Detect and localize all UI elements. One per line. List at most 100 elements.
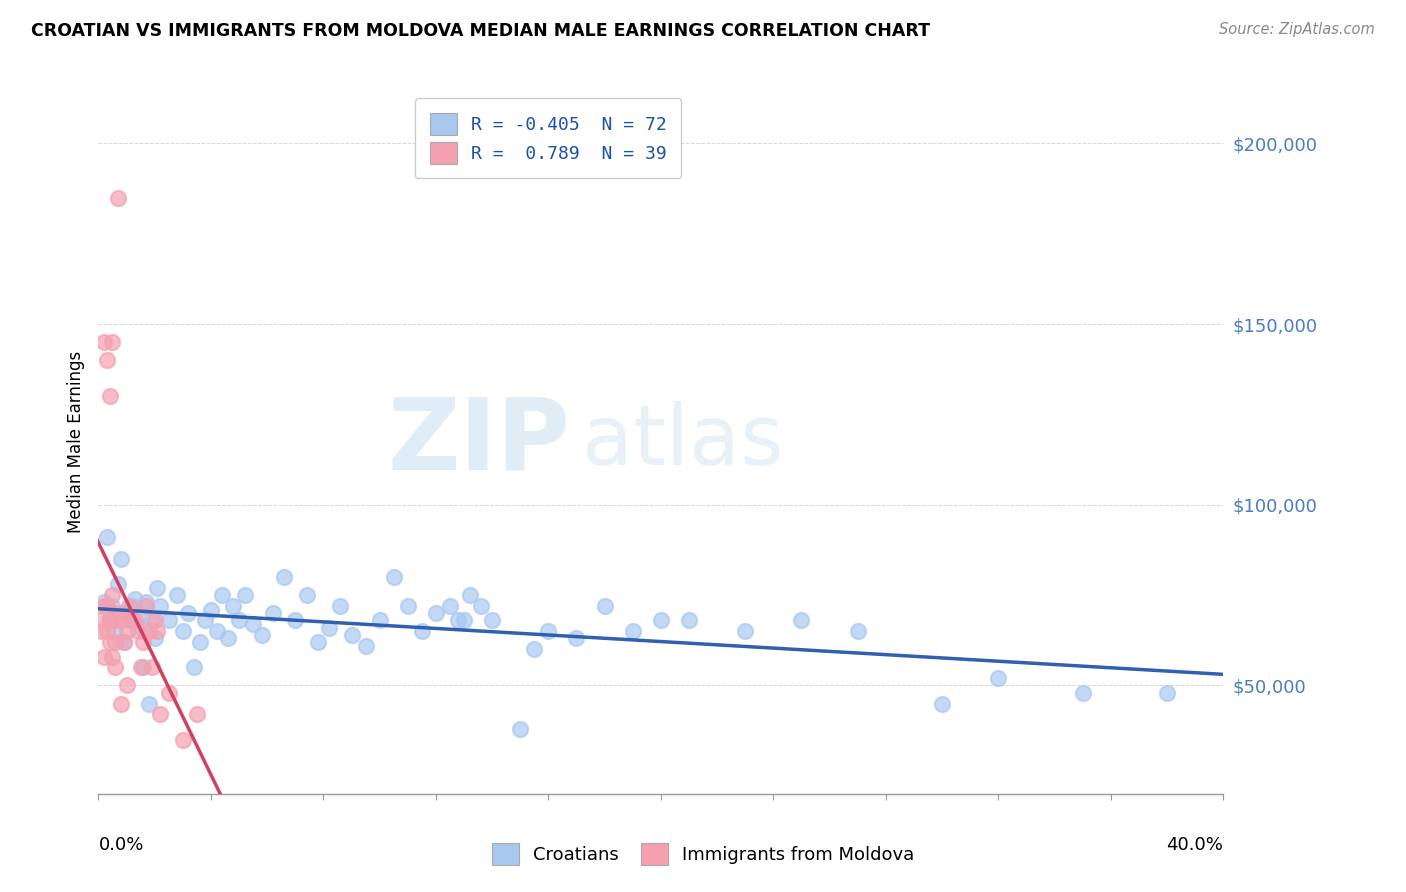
Point <box>183 660 205 674</box>
Point <box>127 609 149 624</box>
Point <box>650 614 672 628</box>
Point <box>93 595 115 609</box>
Text: Source: ZipAtlas.com: Source: ZipAtlas.com <box>1219 22 1375 37</box>
Text: ZIP: ZIP <box>388 393 571 490</box>
Point <box>98 389 121 403</box>
Point <box>149 707 172 722</box>
Point <box>115 624 138 639</box>
Point <box>135 595 157 609</box>
Point <box>439 599 461 613</box>
Point <box>790 614 813 628</box>
Y-axis label: Median Male Earnings: Median Male Earnings <box>66 351 84 533</box>
Point <box>124 591 146 606</box>
Point <box>115 678 138 692</box>
Point <box>621 624 644 639</box>
Text: CROATIAN VS IMMIGRANTS FROM MOLDOVA MEDIAN MALE EARNINGS CORRELATION CHART: CROATIAN VS IMMIGRANTS FROM MOLDOVA MEDI… <box>31 22 929 40</box>
Point <box>368 614 391 628</box>
Point <box>222 599 245 613</box>
Point <box>98 635 121 649</box>
Point <box>110 552 132 566</box>
Point <box>141 614 163 628</box>
Point <box>129 660 152 674</box>
Point <box>523 642 546 657</box>
Point <box>93 335 115 350</box>
Point <box>233 588 256 602</box>
Point <box>273 570 295 584</box>
Point <box>205 624 228 639</box>
Point <box>143 632 166 646</box>
Point <box>104 635 127 649</box>
Point <box>107 191 129 205</box>
Point <box>132 635 155 649</box>
Point <box>143 614 166 628</box>
Point <box>138 697 160 711</box>
Point <box>211 588 233 602</box>
Point <box>104 614 127 628</box>
Point <box>217 632 239 646</box>
Point <box>157 614 180 628</box>
Point <box>104 660 127 674</box>
Point <box>846 624 869 639</box>
Point <box>307 635 329 649</box>
Text: atlas: atlas <box>582 401 783 482</box>
Point <box>110 614 132 628</box>
Point <box>110 697 132 711</box>
Point <box>188 635 211 649</box>
Text: 0.0%: 0.0% <box>98 836 143 855</box>
Point <box>509 722 531 736</box>
Point <box>411 624 433 639</box>
Point <box>101 599 124 613</box>
Point <box>318 621 340 635</box>
Point <box>115 606 138 620</box>
Point <box>146 624 169 639</box>
Point <box>1071 686 1094 700</box>
Point <box>177 606 200 620</box>
Point <box>458 588 481 602</box>
Point <box>250 628 273 642</box>
Point <box>101 649 124 664</box>
Point <box>242 617 264 632</box>
Point <box>132 660 155 674</box>
Point <box>172 732 194 747</box>
Point <box>228 614 250 628</box>
Point <box>146 581 169 595</box>
Point <box>678 614 700 628</box>
Point <box>90 624 112 639</box>
Legend: Croatians, Immigrants from Moldova: Croatians, Immigrants from Moldova <box>482 834 924 874</box>
Point <box>340 628 363 642</box>
Point <box>354 639 377 653</box>
Point <box>157 686 180 700</box>
Point <box>987 671 1010 685</box>
Point <box>118 599 141 613</box>
Point <box>194 614 217 628</box>
Point <box>565 632 588 646</box>
Legend: R = -0.405  N = 72, R =  0.789  N = 39: R = -0.405 N = 72, R = 0.789 N = 39 <box>415 98 682 178</box>
Point <box>382 570 405 584</box>
Point <box>107 606 129 620</box>
Point <box>104 624 127 639</box>
Point <box>425 606 447 620</box>
Point <box>481 614 503 628</box>
Point <box>734 624 756 639</box>
Point <box>453 614 475 628</box>
Point <box>101 588 124 602</box>
Point <box>129 621 152 635</box>
Point <box>93 649 115 664</box>
Point <box>98 614 121 628</box>
Point <box>124 614 146 628</box>
Point <box>121 614 143 628</box>
Point <box>295 588 318 602</box>
Point <box>329 599 352 613</box>
Point <box>112 635 135 649</box>
Point <box>98 614 121 628</box>
Text: 40.0%: 40.0% <box>1167 836 1223 855</box>
Point <box>127 624 149 639</box>
Point <box>262 606 284 620</box>
Point <box>96 624 118 639</box>
Point <box>93 599 115 613</box>
Point <box>186 707 208 722</box>
Point <box>107 577 129 591</box>
Point <box>101 335 124 350</box>
Point <box>284 614 307 628</box>
Point <box>166 588 188 602</box>
